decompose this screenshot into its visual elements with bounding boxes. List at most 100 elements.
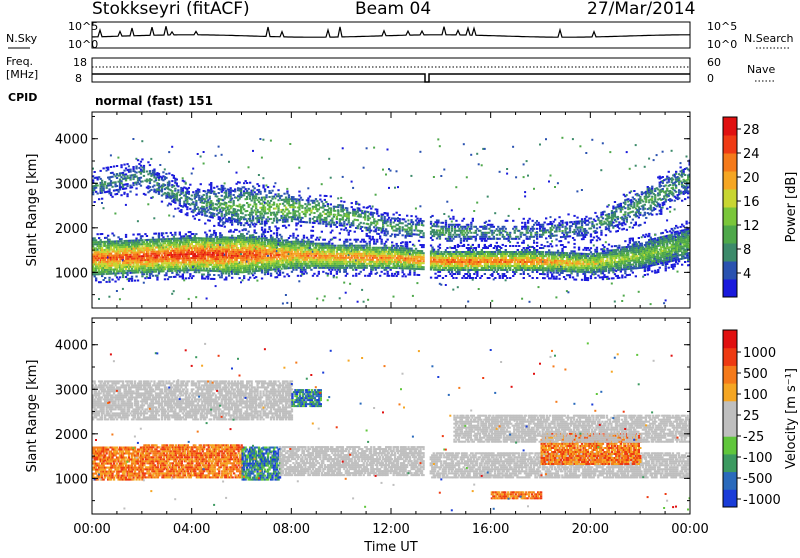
power-cell <box>170 246 172 248</box>
power-cell <box>294 216 296 218</box>
power-cell <box>268 202 270 204</box>
power-cell <box>316 298 318 300</box>
power-cell <box>249 226 251 228</box>
power-cell <box>268 228 270 230</box>
power-cell <box>171 270 173 272</box>
power-cell <box>141 239 143 241</box>
power-cell <box>189 208 191 210</box>
power-cell <box>319 199 321 201</box>
power-cell <box>318 239 320 241</box>
power-cell <box>168 185 170 187</box>
power-cell <box>274 194 276 196</box>
power-cell <box>393 275 395 277</box>
power-cell <box>387 239 389 241</box>
power-cell <box>361 226 363 228</box>
power-cell <box>292 235 294 237</box>
power-cell <box>307 197 309 199</box>
power-cell <box>394 273 396 275</box>
nave-tick-bottom: 0 <box>707 72 714 85</box>
power-cell <box>286 188 288 190</box>
power-cell <box>98 298 100 300</box>
power-cell <box>298 213 300 215</box>
power-cell <box>138 253 140 255</box>
power-cell <box>101 198 103 200</box>
power-cell <box>268 196 270 198</box>
power-cell <box>176 242 178 244</box>
power-cell <box>396 267 398 269</box>
power-cell <box>292 237 294 239</box>
power-cell <box>135 188 137 190</box>
power-cell <box>143 273 145 275</box>
power-cell <box>249 277 251 279</box>
power-cell <box>153 249 155 251</box>
power-cell <box>328 243 330 245</box>
power-cell <box>119 276 121 278</box>
power-cell <box>134 250 136 252</box>
power-cell <box>343 243 345 245</box>
power-cell <box>390 263 392 265</box>
power-cell <box>280 238 282 240</box>
power-cell <box>177 185 179 187</box>
power-cell <box>355 241 357 243</box>
power-cell <box>101 202 103 204</box>
power-cell <box>108 178 110 180</box>
power-cell <box>367 215 369 217</box>
power-cell <box>384 273 386 275</box>
power-cell <box>252 274 254 276</box>
power-cell <box>270 140 272 142</box>
power-cell <box>354 231 356 233</box>
power-cell <box>397 245 399 247</box>
power-cell <box>231 198 233 200</box>
power-cell <box>366 267 368 269</box>
power-cell <box>249 224 251 226</box>
power-cell <box>369 231 371 233</box>
power-cell <box>261 157 263 159</box>
power-cell <box>255 232 257 234</box>
freq-unit: [MHz] <box>6 68 38 81</box>
power-cell <box>300 197 302 199</box>
power-cell <box>150 189 152 191</box>
power-cell <box>277 262 279 264</box>
nave-label: Nave <box>747 63 775 76</box>
power-cell <box>375 230 377 232</box>
power-cell <box>239 182 241 184</box>
power-cell <box>322 261 324 263</box>
power-cell <box>369 243 371 245</box>
power-cell <box>292 200 294 202</box>
power-cell <box>152 196 154 198</box>
power-cell <box>245 188 247 190</box>
power-cell <box>262 217 264 219</box>
beam-title: Beam 04 <box>355 0 431 19</box>
power-cell <box>373 226 375 228</box>
power-cell <box>173 236 175 238</box>
power-cell <box>259 193 261 195</box>
power-cell <box>108 279 110 281</box>
power-cell <box>225 255 227 257</box>
power-cell <box>252 234 254 236</box>
power-cell <box>270 273 272 275</box>
power-cell <box>204 232 206 234</box>
power-cell <box>282 272 284 274</box>
power-cell <box>120 180 122 182</box>
power-cell <box>270 235 272 237</box>
power-cell <box>306 221 308 223</box>
power-cell <box>313 212 315 214</box>
power-cell <box>110 166 112 168</box>
power-cell <box>264 247 266 249</box>
power-cell <box>216 210 218 212</box>
power-cell <box>312 218 314 220</box>
power-cell <box>258 240 260 242</box>
power-cell <box>129 169 131 171</box>
power-cell <box>334 224 336 226</box>
power-cell <box>298 201 300 203</box>
power-cell <box>310 210 312 212</box>
power-cell <box>382 265 384 267</box>
power-cell <box>234 190 236 192</box>
power-cell <box>349 259 351 261</box>
power-cell <box>116 258 118 260</box>
power-cell <box>240 210 242 212</box>
power-cell <box>143 257 145 259</box>
power-cell <box>387 231 389 233</box>
power-cell <box>255 203 257 205</box>
power-cell <box>298 203 300 205</box>
